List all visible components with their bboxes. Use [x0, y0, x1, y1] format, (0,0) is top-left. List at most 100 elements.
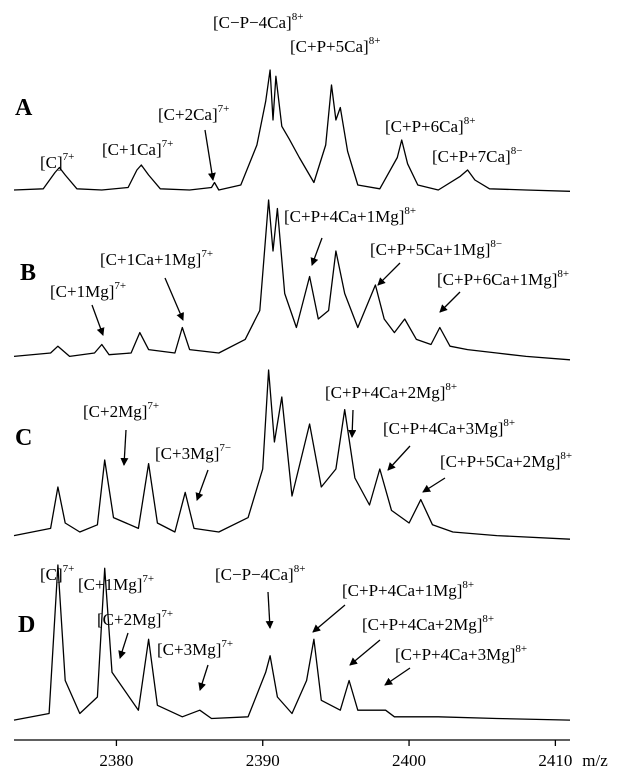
peak-annotation: [C+P+6Ca]8+: [385, 115, 475, 136]
annotation-charge: 8+: [404, 205, 416, 217]
annotation-text: [C+2Ca]: [158, 105, 218, 124]
peak-annotation: [C−P−4Ca]8+: [215, 563, 305, 584]
peak-annotation: [C+P+4Ca+2Mg]8+: [362, 613, 494, 634]
annotation-charge: 8+: [515, 643, 527, 655]
x-tick-label: 2380: [99, 751, 133, 770]
annotation-text: [C+P+4Ca+2Mg]: [325, 383, 445, 402]
spectrum: [13, 369, 571, 540]
annotation-charge: 7+: [201, 248, 213, 260]
peak-annotation: [C+1Mg]7+: [78, 573, 154, 594]
peak-annotation: [C−P−4Ca]8+: [213, 11, 303, 32]
annotation-charge: 7+: [114, 280, 126, 292]
annotation-text: [C+P+4Ca+3Mg]: [395, 645, 515, 664]
annotation-text: [C]: [40, 565, 63, 584]
peak-annotation: [C+3Mg]7+: [157, 638, 233, 659]
annotation-arrow: [195, 469, 209, 501]
annotation-text: [C+1Ca+1Mg]: [100, 250, 201, 269]
annotation-arrow: [265, 591, 274, 629]
peak-annotation: [C+P+5Ca+2Mg]8+: [440, 450, 572, 471]
x-tick-label: 2410: [538, 751, 572, 770]
annotation-arrow: [312, 604, 346, 633]
peak-annotation: [C+2Mg]7+: [97, 608, 173, 629]
peak-annotation: [C+P+7Ca]8−: [432, 145, 522, 166]
annotation-text: [C+P+5Ca+1Mg]: [370, 240, 490, 259]
annotation-charge: 8+: [503, 417, 515, 429]
peak-annotation: [C+1Mg]7+: [50, 280, 126, 301]
annotation-charge: 8−: [490, 238, 502, 250]
x-tick-label: 2400: [392, 751, 426, 770]
annotation-charge: 8+: [462, 579, 474, 591]
peak-annotation: [C+3Mg]7−: [155, 442, 231, 463]
annotation-charge: 7+: [161, 608, 173, 620]
annotation-text: [C−P−4Ca]: [213, 13, 292, 32]
annotation-arrow: [310, 237, 323, 266]
x-axis-label: m/z: [582, 751, 608, 770]
annotation-text: [C+P+6Ca]: [385, 117, 464, 136]
peak-annotation: [C+P+4Ca+3Mg]8+: [383, 417, 515, 438]
annotation-text: [C+P+6Ca+1Mg]: [437, 270, 557, 289]
annotation-arrow: [164, 277, 184, 321]
annotation-arrow: [348, 409, 357, 438]
annotation-text: [C+1Mg]: [78, 575, 142, 594]
annotation-arrow: [349, 639, 381, 666]
annotation-arrow: [377, 262, 401, 286]
annotation-text: [C+P+5Ca]: [290, 37, 369, 56]
annotation-charge: 8−: [511, 145, 523, 157]
annotation-text: [C]: [40, 153, 63, 172]
annotation-text: [C+P+5Ca+2Mg]: [440, 452, 560, 471]
peak-annotation: [C]7+: [40, 151, 74, 172]
annotation-arrow: [422, 477, 446, 493]
peak-annotation: [C+P+5Ca]8+: [290, 35, 380, 56]
annotation-charge: 8+: [464, 115, 476, 127]
annotation-charge: 8+: [482, 613, 494, 625]
annotation-text: [C+P+7Ca]: [432, 147, 511, 166]
annotation-arrow: [198, 664, 209, 691]
annotation-charge: 8+: [445, 381, 457, 393]
peak-annotation: [C+2Ca]7+: [158, 103, 229, 124]
annotation-charge: 8+: [560, 450, 572, 462]
annotation-charge: 7+: [162, 138, 174, 150]
peak-annotation: [C+1Ca]7+: [102, 138, 173, 159]
panel-label: B: [20, 260, 36, 286]
annotation-charge: 7+: [218, 103, 230, 115]
annotation-text: [C+2Mg]: [97, 610, 161, 629]
annotation-text: [C+P+4Ca+2Mg]: [362, 615, 482, 634]
annotation-charge: 7−: [219, 442, 231, 454]
annotation-charge: 7+: [63, 563, 75, 575]
annotation-arrow: [120, 429, 129, 466]
panel-label: C: [15, 425, 32, 451]
peak-annotation: [C+P+4Ca+3Mg]8+: [395, 643, 527, 664]
annotation-charge: 7+: [147, 400, 159, 412]
annotation-arrow: [387, 445, 411, 471]
annotation-charge: 8+: [294, 563, 306, 575]
annotation-charge: 8+: [369, 35, 381, 47]
peak-annotation: [C+P+4Ca+2Mg]8+: [325, 381, 457, 402]
annotation-text: [C−P−4Ca]: [215, 565, 294, 584]
spectrum: [13, 564, 571, 721]
annotation-text: [C+2Mg]: [83, 402, 147, 421]
annotation-charge: 7+: [221, 638, 233, 650]
annotation-text: [C+P+4Ca+1Mg]: [342, 581, 462, 600]
x-tick-label: 2390: [246, 751, 280, 770]
annotation-arrow: [384, 667, 411, 686]
panel-label: D: [18, 612, 35, 638]
annotation-text: [C+1Mg]: [50, 282, 114, 301]
peak-annotation: [C+P+6Ca+1Mg]8+: [437, 268, 569, 289]
annotation-text: [C+P+4Ca+1Mg]: [284, 207, 404, 226]
peak-annotation: [C+2Mg]7+: [83, 400, 159, 421]
annotation-charge: 7+: [142, 573, 154, 585]
annotation-arrow: [91, 304, 105, 336]
spectrum: [13, 199, 571, 361]
peak-annotation: [C]7+: [40, 563, 74, 584]
peak-annotation: [C+1Ca+1Mg]7+: [100, 248, 213, 269]
annotation-text: [C+3Mg]: [157, 640, 221, 659]
annotation-arrow: [204, 129, 216, 181]
peak-annotation: [C+P+4Ca+1Mg]8+: [284, 205, 416, 226]
annotation-charge: 7+: [63, 151, 75, 163]
annotation-text: [C+1Ca]: [102, 140, 162, 159]
panel-label: A: [15, 95, 33, 121]
annotation-arrow: [439, 291, 461, 313]
peak-annotation: [C+P+4Ca+1Mg]8+: [342, 579, 474, 600]
annotation-charge: 8+: [292, 11, 304, 23]
